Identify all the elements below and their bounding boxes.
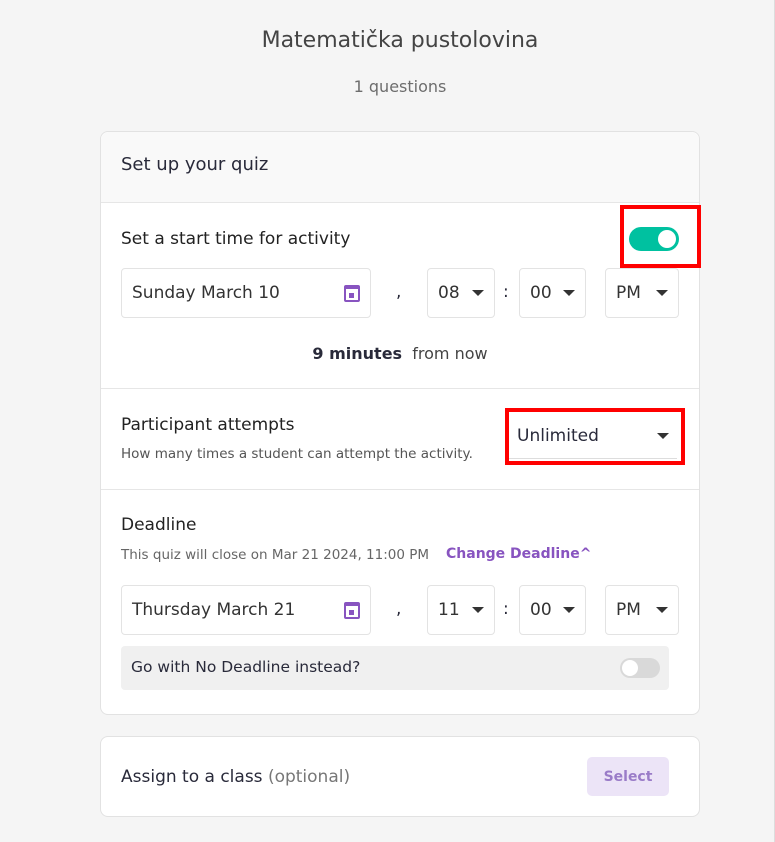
- minute-value: 00: [530, 283, 552, 303]
- setup-card: Set up your quiz Set a start time for ac…: [100, 131, 701, 715]
- start-date-input[interactable]: Sunday March 10: [121, 268, 371, 318]
- assign-card: Assign to a class (optional) Select: [100, 736, 700, 817]
- start-ampm-select[interactable]: PM: [605, 268, 679, 318]
- quiz-title: Matematička pustolovina: [261, 28, 539, 53]
- caret-down-icon: [656, 607, 668, 613]
- hour-value: 11: [438, 600, 460, 620]
- deadline-hour-select[interactable]: 11: [427, 585, 495, 635]
- select-class-button[interactable]: Select: [587, 757, 669, 796]
- colon: :: [503, 282, 509, 302]
- start-minute-select[interactable]: 00: [519, 268, 586, 318]
- start-time-label: Set a start time for activity: [121, 229, 351, 249]
- ampm-value: PM: [616, 600, 641, 620]
- deadline-info: This quiz will close on Mar 21 2024, 11:…: [121, 547, 430, 563]
- no-deadline-toggle[interactable]: [620, 658, 660, 678]
- question-count: 1 questions: [353, 77, 447, 96]
- no-deadline-label: Go with No Deadline instead?: [131, 658, 361, 676]
- ampm-value: PM: [616, 283, 641, 303]
- setup-heading: Set up your quiz: [101, 132, 699, 203]
- attempts-value: Unlimited: [517, 425, 599, 446]
- calendar-icon: [344, 601, 360, 619]
- toggle-knob: [658, 230, 676, 248]
- attempts-help: How many times a student can attempt the…: [121, 446, 473, 462]
- start-hour-select[interactable]: 08: [427, 268, 495, 318]
- divider: [101, 388, 699, 389]
- change-deadline-link[interactable]: Change Deadline^: [446, 546, 592, 562]
- chevron-up-icon: ^: [579, 546, 592, 562]
- start-date-value: Sunday March 10: [132, 283, 280, 303]
- deadline-label: Deadline: [121, 515, 197, 535]
- no-deadline-row: Go with No Deadline instead?: [121, 646, 669, 690]
- highlight-box: [505, 408, 685, 465]
- deadline-ampm-select[interactable]: PM: [605, 585, 679, 635]
- deadline-date-value: Thursday March 21: [132, 600, 296, 620]
- caret-down-icon: [472, 607, 484, 613]
- attempts-select[interactable]: Unlimited: [509, 413, 677, 459]
- comma: ,: [396, 599, 402, 619]
- deadline-date-input[interactable]: Thursday March 21: [121, 585, 371, 635]
- highlight-box: [620, 205, 701, 268]
- caret-down-icon: [657, 432, 669, 439]
- comma: ,: [396, 282, 402, 302]
- caret-down-icon: [656, 290, 668, 296]
- relative-time: 9 minutes from now: [312, 344, 488, 363]
- toggle-knob: [622, 660, 638, 676]
- caret-down-icon: [563, 607, 575, 613]
- deadline-minute-select[interactable]: 00: [519, 585, 586, 635]
- calendar-icon: [344, 284, 360, 302]
- caret-down-icon: [472, 290, 484, 296]
- start-time-toggle[interactable]: [629, 227, 679, 251]
- attempts-label: Participant attempts: [121, 415, 295, 435]
- caret-down-icon: [563, 290, 575, 296]
- minute-value: 00: [530, 600, 552, 620]
- colon: :: [503, 599, 509, 619]
- divider: [101, 489, 699, 490]
- assign-label: Assign to a class (optional): [121, 767, 351, 787]
- hour-value: 08: [438, 283, 460, 303]
